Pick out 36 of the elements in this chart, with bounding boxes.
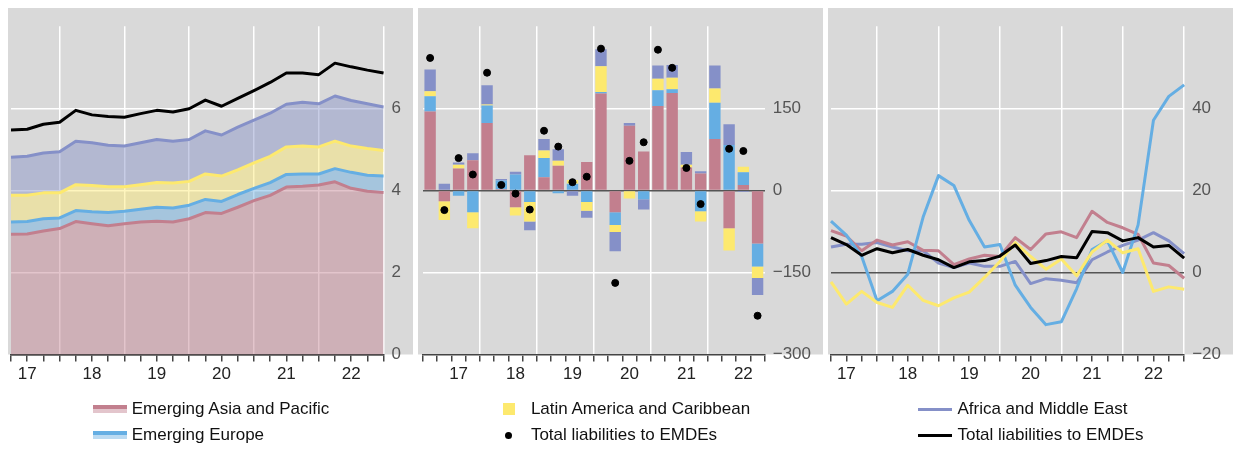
y-tick-label: −20 bbox=[1192, 344, 1222, 364]
x-tick-label: 21 bbox=[676, 364, 696, 384]
y-tick-label: 4 bbox=[391, 180, 402, 200]
x-tick-label: 22 bbox=[1143, 364, 1163, 384]
legend-label: Africa and Middle East bbox=[957, 398, 1128, 420]
x-tick-label: 18 bbox=[82, 364, 102, 384]
y-tick-label: −300 bbox=[772, 344, 812, 364]
x-tick-label: 22 bbox=[341, 364, 361, 384]
y-tick-label: 40 bbox=[1192, 97, 1212, 117]
x-tick-label: 17 bbox=[836, 364, 856, 384]
legend-label: Total liabilities to EMDEs bbox=[957, 424, 1144, 446]
y-tick-label: 150 bbox=[772, 97, 802, 117]
x-tick-label: 19 bbox=[563, 364, 582, 384]
x-tick-label: 21 bbox=[1082, 364, 1102, 384]
x-tick-label: 20 bbox=[212, 364, 232, 384]
legend-label: Total liabilities to EMDEs bbox=[530, 424, 717, 446]
legend-label: Latin America and Caribbean bbox=[530, 398, 751, 420]
legend-label: Emerging Asia and Pacific bbox=[131, 398, 330, 420]
x-tick-label: 21 bbox=[276, 364, 296, 384]
y-tick-label: 0 bbox=[391, 344, 402, 364]
y-tick-label: 20 bbox=[1192, 180, 1212, 200]
y-tick-label: 0 bbox=[1192, 262, 1202, 282]
x-tick-label: 20 bbox=[1021, 364, 1041, 384]
y-tick-label: 2 bbox=[391, 262, 402, 282]
y-tick-label: −150 bbox=[772, 262, 812, 282]
x-tick-label: 17 bbox=[17, 364, 37, 384]
x-tick-label: 17 bbox=[449, 364, 469, 384]
x-tick-label: 18 bbox=[506, 364, 526, 384]
x-tick-label: 19 bbox=[959, 364, 979, 384]
y-tick-label: 0 bbox=[772, 180, 783, 200]
x-tick-label: 19 bbox=[147, 364, 167, 384]
x-tick-label: 22 bbox=[733, 364, 753, 384]
y-tick-label: 6 bbox=[391, 97, 402, 117]
x-tick-label: 18 bbox=[898, 364, 918, 384]
legend-label: Emerging Europe bbox=[131, 424, 265, 446]
x-tick-label: 20 bbox=[619, 364, 639, 384]
